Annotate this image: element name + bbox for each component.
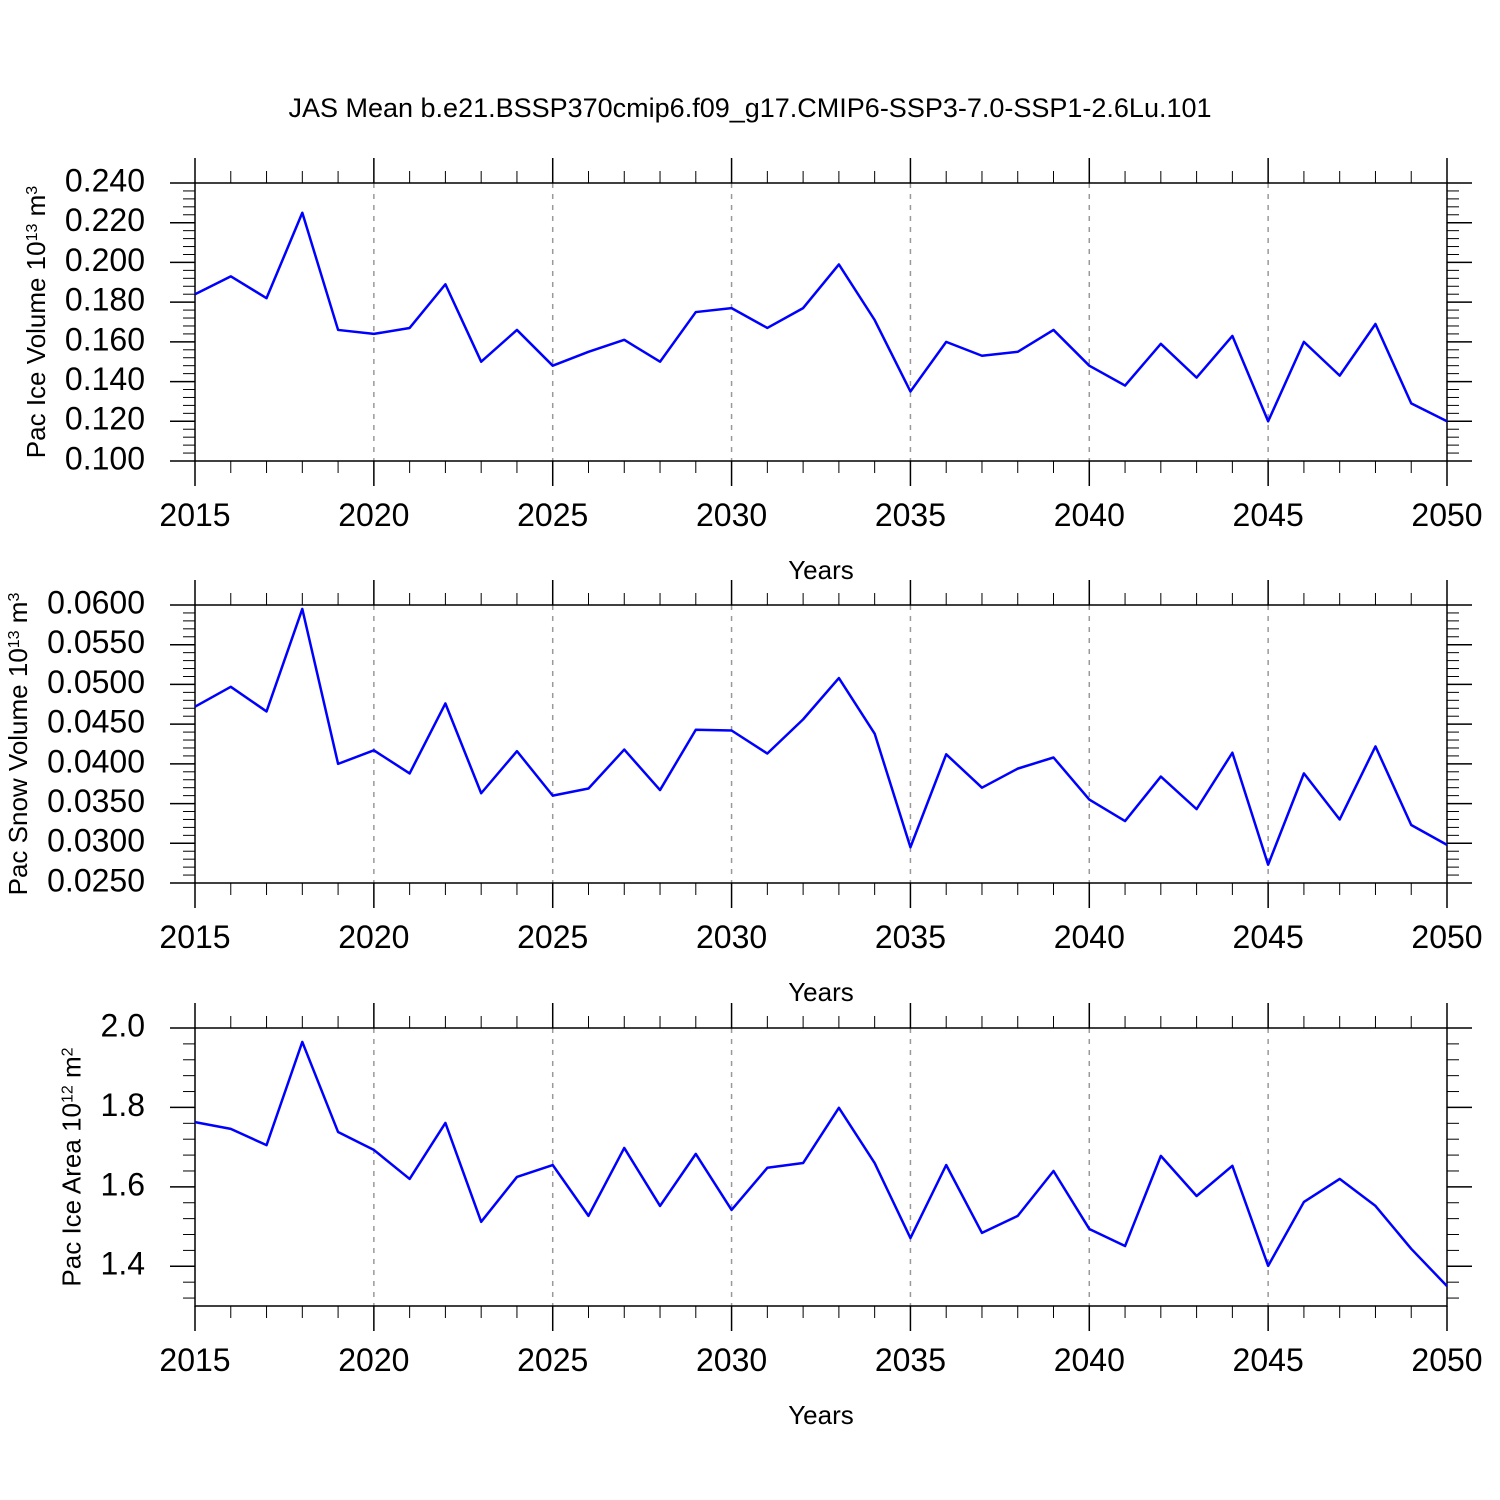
y-tick-label: 0.160	[65, 321, 145, 357]
x-tick-label: 2025	[517, 919, 588, 955]
y-tick-label: 0.240	[65, 162, 145, 198]
x-axis-label: Years	[788, 977, 854, 1007]
plot-frame	[194, 1027, 1448, 1307]
chart-title: JAS Mean b.e21.BSSP370cmip6.f09_g17.CMIP…	[288, 93, 1211, 123]
y-axis-label-exponent: 12	[59, 1085, 76, 1103]
y-tick-label: 0.0350	[47, 783, 145, 819]
y-tick-label: 0.120	[65, 401, 145, 437]
y-tick-label: 0.0250	[47, 862, 145, 898]
y-axis-label-exponent: 3	[6, 593, 23, 602]
y-tick-label: 0.180	[65, 282, 145, 318]
y-tick-label: 2.0	[101, 1007, 145, 1043]
panel: 2015 2020 2025 2030 2035 2040 2045 2050 Years 1.4…	[57, 1003, 1483, 1430]
x-tick-label: 2050	[1411, 919, 1482, 955]
x-tick-label: 2025	[517, 497, 588, 533]
y-tick-label: 0.0500	[47, 664, 145, 700]
x-tick-label: 2040	[1054, 919, 1125, 955]
x-tick-label: 2045	[1233, 919, 1304, 955]
y-tick-label: 0.0600	[47, 584, 145, 620]
x-tick-label: 2015	[159, 1342, 230, 1378]
y-tick-label: 0.0450	[47, 704, 145, 740]
x-tick-label: 2050	[1411, 1342, 1482, 1378]
x-tick-label: 2050	[1411, 497, 1482, 533]
x-tick-label: 2030	[696, 1342, 767, 1378]
y-axis-label: Pac Snow Volume 1013 m3	[3, 593, 33, 896]
y-tick-label: 0.0300	[47, 823, 145, 859]
x-tick-label: 2035	[875, 919, 946, 955]
data-line	[194, 1040, 1448, 1288]
x-tick-label: 2035	[875, 1342, 946, 1378]
y-tick-label: 0.200	[65, 242, 145, 278]
data-line	[194, 607, 1448, 866]
y-axis-label-part: m	[57, 1056, 87, 1085]
plot-frame	[194, 182, 1448, 462]
y-axis-label-part: m	[21, 195, 51, 224]
x-tick-label: 2020	[338, 497, 409, 533]
x-tick-label: 2030	[696, 919, 767, 955]
y-tick-label: 0.140	[65, 361, 145, 397]
x-axis-label: Years	[788, 555, 854, 585]
y-axis-label: Pac Ice Volume 1013 m3	[21, 186, 51, 459]
x-tick-label: 2045	[1233, 1342, 1304, 1378]
plot-frame	[194, 604, 1448, 884]
y-axis-label: Pac Ice Area 1012 m2	[57, 1047, 87, 1286]
panel: 2015 2020 2025 2030 2035 2040 2045 2050 Years 0.1…	[21, 158, 1483, 585]
x-tick-label: 2015	[159, 497, 230, 533]
y-axis-label-part: Pac Ice Area 10	[57, 1103, 87, 1287]
y-axis-label-exponent: 2	[59, 1047, 76, 1056]
y-tick-label: 0.100	[65, 440, 145, 476]
x-tick-label: 2040	[1054, 497, 1125, 533]
y-axis-label-part: Pac Snow Volume 10	[3, 648, 33, 895]
y-tick-label: 1.8	[101, 1087, 145, 1123]
x-tick-label: 2045	[1233, 497, 1304, 533]
x-axis-label: Years	[788, 1400, 854, 1430]
x-tick-label: 2030	[696, 497, 767, 533]
x-tick-label: 2025	[517, 1342, 588, 1378]
y-axis-label-part: Pac Ice Volume 10	[21, 241, 51, 458]
x-tick-label: 2020	[338, 919, 409, 955]
x-tick-label: 2040	[1054, 1342, 1125, 1378]
y-tick-label: 0.0550	[47, 624, 145, 660]
data-line	[194, 211, 1448, 423]
panel: 2015 2020 2025 2030 2035 2040 2045 2050 Years 0.0…	[3, 580, 1483, 1007]
x-tick-label: 2020	[338, 1342, 409, 1378]
y-axis-label-exponent: 3	[23, 186, 40, 195]
x-tick-label: 2035	[875, 497, 946, 533]
y-tick-label: 0.220	[65, 202, 145, 238]
y-tick-label: 1.4	[101, 1246, 145, 1282]
x-tick-label: 2015	[159, 919, 230, 955]
y-tick-label: 0.0400	[47, 743, 145, 779]
y-tick-label: 1.6	[101, 1166, 145, 1202]
y-axis-label-part: m	[3, 602, 33, 631]
y-axis-label-exponent: 13	[6, 630, 23, 648]
y-axis-label-exponent: 13	[23, 223, 40, 241]
